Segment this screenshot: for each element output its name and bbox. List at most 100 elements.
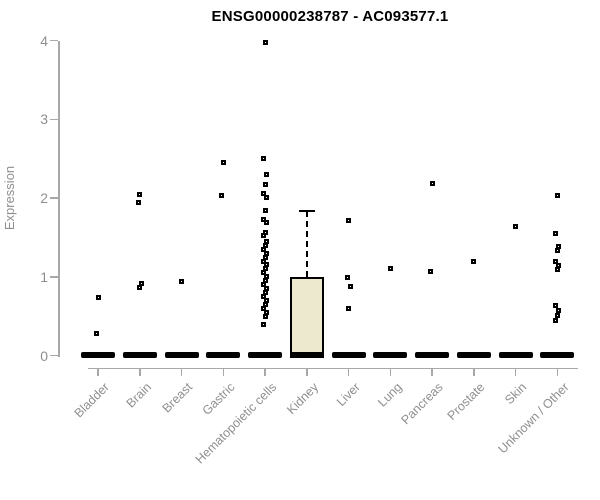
data-point	[264, 238, 270, 244]
data-point	[264, 297, 270, 303]
data-point	[553, 317, 559, 323]
x-tick-mark	[514, 367, 517, 376]
data-point	[262, 301, 268, 307]
data-point	[554, 248, 560, 254]
zero-median-bar	[415, 351, 450, 358]
data-point	[347, 284, 353, 290]
y-axis-line	[58, 40, 60, 357]
x-category-label: Bladder	[71, 380, 112, 421]
data-point	[262, 278, 268, 284]
zero-median-bar	[164, 351, 199, 358]
data-point	[346, 218, 352, 224]
zero-median-bar	[248, 351, 283, 358]
x-tick-mark	[264, 367, 266, 376]
data-point	[137, 191, 143, 197]
data-point	[387, 265, 393, 271]
x-category-label: Skin	[502, 380, 530, 408]
data-point	[513, 223, 519, 229]
data-point	[344, 275, 350, 281]
data-point	[261, 282, 267, 288]
y-tick-label: 1	[40, 268, 48, 285]
data-point	[346, 305, 352, 311]
zero-median-bar	[122, 351, 157, 358]
data-point	[179, 278, 185, 284]
chart-title: ENSG00000238787 - AC093577.1	[211, 8, 449, 25]
x-category-label: Brain	[123, 380, 154, 411]
data-point	[264, 262, 270, 268]
data-point	[219, 193, 225, 199]
x-category-label: Kidney	[283, 380, 321, 417]
zero-median-bar	[540, 351, 575, 358]
data-point	[264, 309, 270, 315]
data-point	[220, 160, 226, 166]
zero-median-bar	[373, 351, 408, 358]
data-point	[262, 40, 268, 46]
y-tick-label: 3	[40, 111, 48, 128]
data-point	[264, 286, 270, 292]
y-tick-mark	[50, 197, 58, 199]
data-point	[553, 302, 559, 308]
data-point	[261, 233, 267, 239]
x-category-label: Breast	[159, 380, 196, 416]
zero-median-bar	[498, 351, 533, 358]
data-point	[262, 254, 268, 260]
data-point	[261, 305, 267, 311]
y-tick-mark	[50, 276, 58, 278]
data-point	[261, 190, 267, 196]
x-category-label: Prostate	[445, 380, 488, 423]
x-tick-mark	[180, 367, 183, 376]
data-point	[262, 242, 268, 248]
x-tick-mark	[97, 367, 99, 376]
data-point	[138, 281, 144, 287]
x-tick-mark	[473, 367, 475, 376]
data-point	[261, 321, 267, 327]
data-point	[264, 171, 270, 177]
data-point	[261, 156, 267, 162]
upper-whisker-line	[305, 210, 308, 277]
data-point	[262, 208, 268, 214]
data-point	[556, 263, 562, 269]
data-point	[554, 267, 560, 273]
data-point	[261, 246, 267, 252]
data-point	[429, 180, 435, 186]
data-point	[554, 312, 560, 318]
data-point	[471, 258, 477, 264]
data-point	[261, 293, 267, 299]
data-point	[556, 243, 562, 249]
data-point	[262, 230, 268, 236]
y-tick-mark	[50, 354, 58, 357]
zero-median-bar	[289, 351, 324, 358]
data-point	[264, 250, 270, 256]
data-point	[262, 290, 268, 295]
zero-median-bar	[456, 351, 491, 358]
data-point	[261, 258, 267, 264]
data-point	[264, 274, 270, 280]
x-tick-mark	[222, 367, 225, 376]
y-tick-label: 2	[40, 190, 48, 206]
data-point	[135, 200, 141, 206]
y-tick-label: 4	[40, 32, 48, 49]
data-point	[94, 330, 99, 336]
x-category-label: Pancreas	[398, 380, 447, 428]
x-category-label: Liver	[333, 380, 363, 410]
data-point	[264, 194, 270, 200]
data-point	[556, 308, 562, 314]
y-tick-mark	[50, 118, 58, 120]
x-tick-mark	[389, 367, 392, 376]
y-tick-label: 0	[40, 347, 48, 364]
upper-whisker-cap	[298, 209, 315, 212]
data-point	[554, 193, 560, 199]
zero-median-bar	[331, 351, 366, 358]
x-tick-mark	[306, 367, 308, 376]
data-point	[428, 268, 434, 274]
data-point	[95, 294, 101, 300]
x-tick-mark	[347, 367, 350, 376]
data-point	[264, 219, 270, 225]
data-point	[262, 266, 268, 272]
x-category-label: Hematopoietic cells	[192, 380, 279, 467]
data-point	[553, 258, 559, 264]
y-tick-mark	[50, 39, 58, 42]
data-point	[262, 314, 268, 320]
x-tick-mark	[556, 367, 559, 376]
